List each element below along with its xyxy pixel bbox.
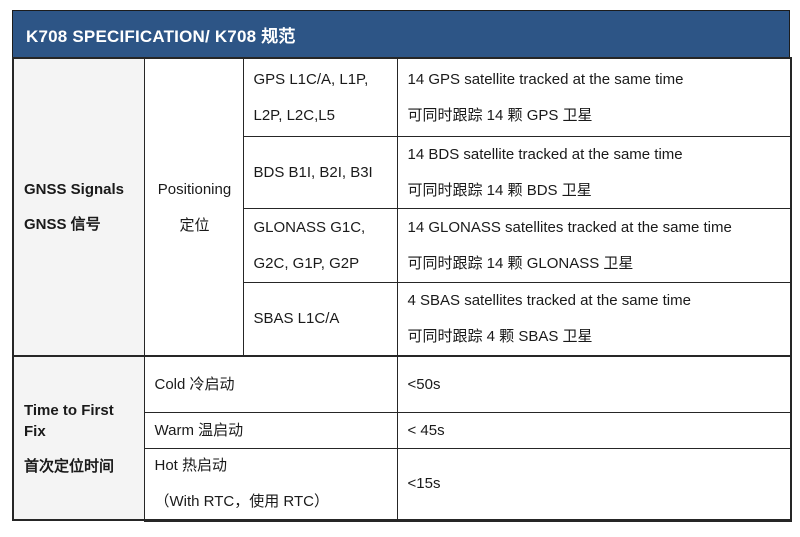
cell-sbas-desc: 4 SBAS satellites tracked at the same ti…: [396, 281, 792, 357]
bds-signal-line1: BDS B1I, B2I, B3I: [253, 163, 373, 181]
gps-desc-zh: 可同时跟踪 14 颗 GPS 卫星: [407, 106, 593, 124]
warm-mode-label: Warm 温启动: [154, 421, 244, 439]
glonass-desc-zh: 可同时跟踪 14 颗 GLONASS 卫星: [407, 254, 634, 272]
spec-sheet: K708 SPECIFICATION/ K708 规范 GNSS Signals…: [12, 10, 792, 522]
sbas-desc-en: 4 SBAS satellites tracked at the same ti…: [407, 292, 691, 310]
cell-cold-value: <50s: [396, 355, 792, 413]
gps-desc-en: 14 GPS satellite tracked at the same tim…: [407, 70, 684, 88]
sbas-signal-line1: SBAS L1C/A: [253, 310, 340, 328]
cell-hot-mode: Hot 热启动 （With RTC，使用 RTC）: [143, 447, 398, 522]
cell-glonass-desc: 14 GLONASS satellites tracked at the sam…: [396, 207, 792, 283]
cell-warm-mode: Warm 温启动: [143, 411, 398, 449]
table-row-cold-start: Time to First Fix 首次定位时间 Cold 冷启动 <50s: [12, 355, 792, 521]
cell-hot-value: <15s: [396, 447, 792, 522]
cell-positioning-label: Positioning 定位: [143, 57, 244, 357]
positioning-label-en: Positioning: [157, 180, 232, 198]
table-row-sbas: SBAS L1C/A 4 SBAS satellites tracked at …: [13, 281, 792, 357]
hot-value: <15s: [407, 475, 441, 492]
cell-ttff-label: Time to First Fix 首次定位时间: [12, 355, 145, 521]
cell-glonass-signals: GLONASS G1C, G2C, G1P, G2P: [242, 207, 398, 283]
hot-mode-label: Hot 热启动: [154, 457, 228, 474]
glonass-signal-line2: G2C, G1P, G2P: [253, 254, 360, 272]
cell-gnss-signals-label: GNSS Signals GNSS 信号: [12, 57, 145, 357]
table-row-glonass: GLONASS G1C, G2C, G1P, G2P 14 GLONASS sa…: [13, 207, 792, 283]
gps-signal-line2: L2P, L2C,L5: [253, 106, 335, 124]
cell-cold-mode: Cold 冷启动: [143, 355, 398, 413]
gps-signal-line1: GPS L1C/A, L1P,: [253, 70, 369, 88]
spec-table: GNSS Signals GNSS 信号 Positioning 定位 GPS …: [12, 57, 792, 522]
page-title: K708 SPECIFICATION/ K708 规范: [26, 26, 296, 46]
cell-gps-desc: 14 GPS satellite tracked at the same tim…: [396, 57, 792, 137]
table-row-gps: GNSS Signals GNSS 信号 Positioning 定位 GPS …: [12, 57, 792, 357]
gnss-label-zh: GNSS 信号: [24, 216, 101, 233]
positioning-label-zh: 定位: [179, 216, 210, 234]
ttff-label-zh: 首次定位时间: [24, 457, 115, 475]
table-row-hot-start: Hot 热启动 （With RTC，使用 RTC） <15s: [13, 447, 792, 522]
cold-value: <50s: [407, 375, 441, 393]
cell-bds-desc: 14 BDS satellite tracked at the same tim…: [396, 135, 792, 209]
gnss-label-en: GNSS Signals: [24, 181, 125, 198]
warm-value: < 45s: [407, 421, 445, 439]
bds-desc-zh: 可同时跟踪 14 颗 BDS 卫星: [407, 181, 592, 199]
table-row-bds: BDS B1I, B2I, B3I 14 BDS satellite track…: [13, 135, 792, 209]
bds-desc-en: 14 BDS satellite tracked at the same tim…: [407, 145, 683, 163]
glonass-desc-en: 14 GLONASS satellites tracked at the sam…: [407, 218, 732, 236]
cell-bds-signals: BDS B1I, B2I, B3I: [242, 135, 398, 209]
title-bar: K708 SPECIFICATION/ K708 规范: [12, 10, 790, 57]
hot-mode-note: （With RTC，使用 RTC）: [154, 493, 329, 510]
cell-warm-value: < 45s: [396, 411, 792, 449]
glonass-signal-line1: GLONASS G1C,: [253, 218, 366, 236]
cold-mode-label: Cold 冷启动: [154, 375, 235, 393]
ttff-label-en: Time to First Fix: [24, 401, 114, 440]
cell-gps-signals: GPS L1C/A, L1P, L2P, L2C,L5: [242, 57, 398, 137]
sbas-desc-zh: 可同时跟踪 4 颗 SBAS 卫星: [407, 328, 593, 346]
cell-sbas-signals: SBAS L1C/A: [242, 281, 398, 357]
